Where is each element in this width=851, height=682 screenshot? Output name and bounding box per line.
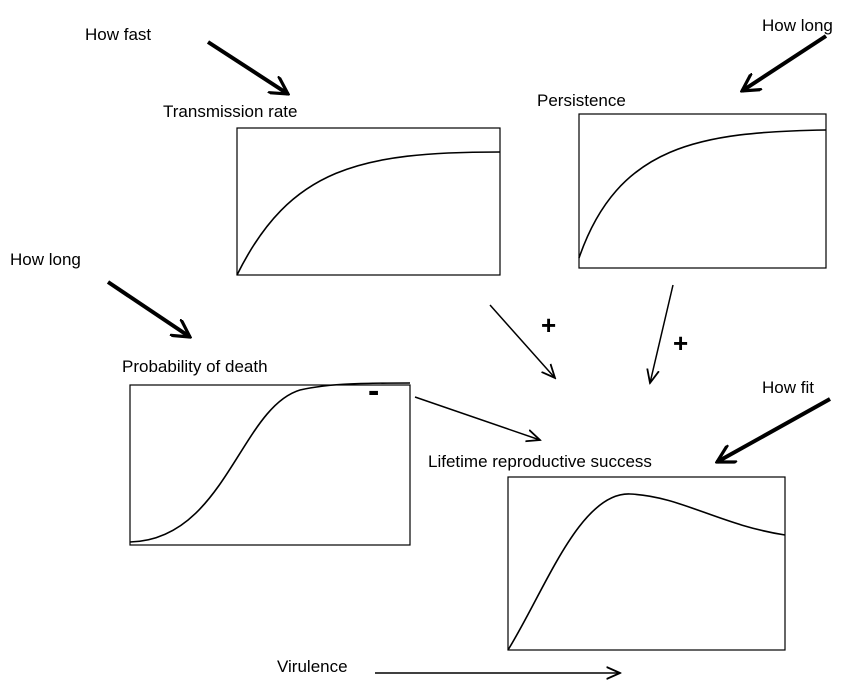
panel <box>507 476 786 651</box>
curve <box>236 151 501 276</box>
panel-title: Transmission rate <box>163 102 297 121</box>
arrow <box>650 284 674 383</box>
sign: + <box>673 328 688 358</box>
sign: + <box>541 310 556 340</box>
panel <box>129 384 411 546</box>
arrow <box>414 396 540 440</box>
driver-label: How fit <box>762 378 814 397</box>
arrow <box>742 34 828 91</box>
axis-label: Virulence <box>277 657 348 676</box>
sign: - <box>368 372 379 410</box>
panel <box>578 113 827 269</box>
panel-title: Lifetime reproductive success <box>428 452 652 471</box>
curve <box>129 382 411 543</box>
driver-label: How fast <box>85 25 151 44</box>
arrow <box>106 280 190 337</box>
curve <box>507 493 786 651</box>
arrow <box>717 397 831 464</box>
panel-title: Probability of death <box>122 357 268 376</box>
driver-label: How long <box>10 250 81 269</box>
panel-title: Persistence <box>537 91 626 110</box>
driver-label: How long <box>762 16 833 35</box>
curve <box>578 129 827 259</box>
panel <box>236 127 501 276</box>
arrow <box>206 40 288 94</box>
arrow <box>489 304 555 378</box>
